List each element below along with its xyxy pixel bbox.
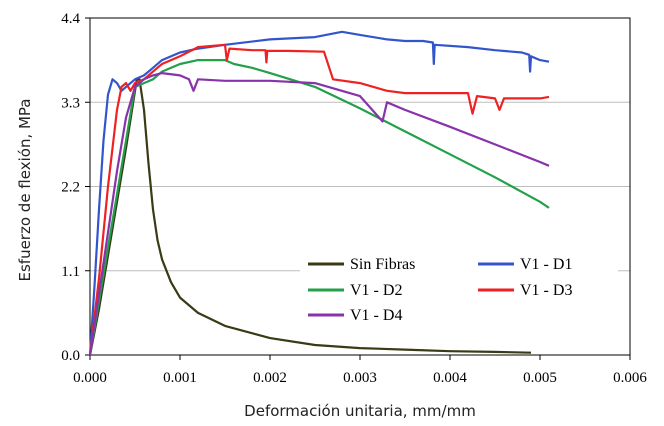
x-tick-label: 0.003 — [343, 370, 377, 386]
y-tick-label: 1.1 — [61, 264, 80, 280]
y-tick-label: 3.3 — [61, 95, 80, 111]
y-tick-label: 0.0 — [61, 348, 80, 364]
legend-label-sin-fibras: Sin Fibras — [350, 256, 415, 273]
y-axis-ticks: 0.0 1.1 2.2 3.3 4.4 — [61, 11, 90, 364]
x-tick-label: 0.006 — [613, 370, 647, 386]
legend-label-v1-d3: V1 - D3 — [520, 282, 572, 299]
grid-lines — [90, 101, 630, 272]
x-tick-label: 0.004 — [433, 370, 467, 386]
series-line-v1-d4 — [88, 71, 550, 356]
x-tick-label: 0.002 — [253, 370, 287, 386]
legend-box — [300, 250, 618, 326]
x-axis-ticks: 0.000 0.001 0.002 0.003 0.004 0.005 0.006 — [73, 355, 647, 386]
x-axis-title: Deformación unitaria, mm/mm — [244, 402, 476, 420]
y-tick-label: 2.2 — [61, 180, 80, 196]
legend-label-v1-d2: V1 - D2 — [350, 282, 402, 299]
series-lines — [88, 30, 550, 356]
series-line-v1-d2 — [88, 58, 550, 356]
x-tick-label: 0.000 — [73, 370, 107, 386]
x-tick-label: 0.001 — [163, 370, 197, 386]
y-axis-title: Esfuerzo de flexión, MPa — [16, 99, 34, 282]
legend: Sin Fibras V1 - D1 V1 - D2 V1 - D3 V1 - D4 — [300, 250, 618, 326]
legend-label-v1-d1: V1 - D1 — [520, 256, 572, 273]
series-line-v1-d3 — [88, 43, 550, 356]
series-line-sin-fibras — [88, 78, 532, 356]
legend-label-v1-d4: V1 - D4 — [350, 307, 402, 324]
y-tick-label: 4.4 — [61, 11, 80, 27]
series-line-v1-d1 — [88, 30, 550, 356]
x-tick-label: 0.005 — [523, 370, 557, 386]
